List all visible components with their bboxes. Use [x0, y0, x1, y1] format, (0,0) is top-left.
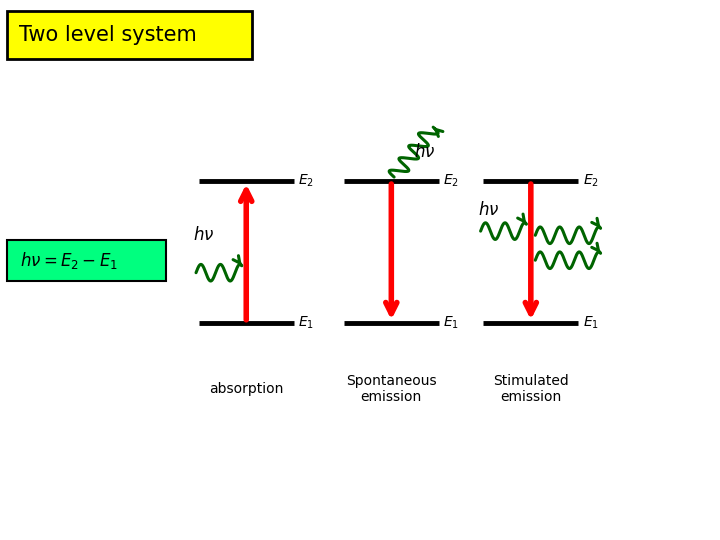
Text: Spontaneous
emission: Spontaneous emission [346, 374, 436, 404]
FancyBboxPatch shape [7, 11, 252, 59]
Text: Stimulated
emission: Stimulated emission [493, 374, 569, 404]
Text: $h\nu$: $h\nu$ [414, 143, 435, 161]
Text: $E_1$: $E_1$ [444, 314, 459, 331]
Text: $E_2$: $E_2$ [582, 173, 599, 190]
Text: $h\nu$: $h\nu$ [478, 201, 499, 219]
Text: $h\nu=E_2-E_1$: $h\nu=E_2-E_1$ [20, 250, 118, 271]
Text: $E_1$: $E_1$ [582, 314, 599, 331]
Text: Two level system: Two level system [19, 25, 197, 45]
Text: $E_1$: $E_1$ [298, 314, 314, 331]
Text: $E_2$: $E_2$ [298, 173, 314, 190]
Text: $E_2$: $E_2$ [444, 173, 459, 190]
Text: $h\nu$: $h\nu$ [193, 226, 215, 244]
Text: absorption: absorption [209, 382, 284, 396]
FancyBboxPatch shape [7, 240, 166, 281]
